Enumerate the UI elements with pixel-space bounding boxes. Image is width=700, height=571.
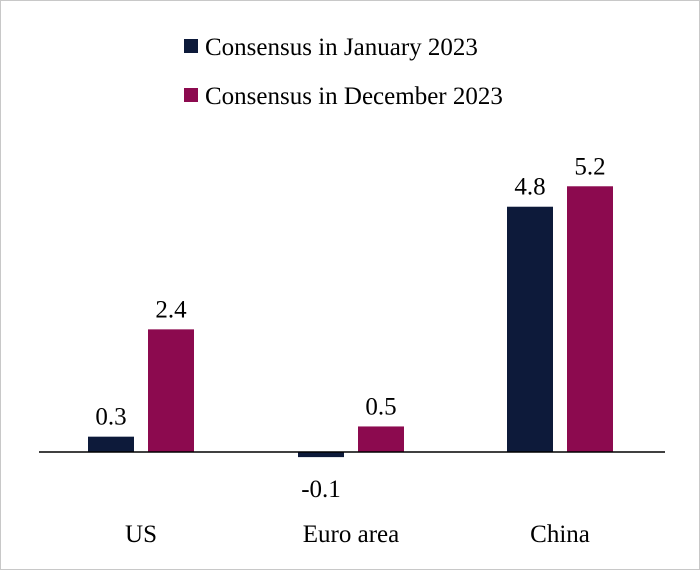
bars-group <box>88 186 613 458</box>
bar-us-series-1 <box>88 436 134 452</box>
legend-swatch-january-2023 <box>184 39 198 53</box>
bar-euro-area-series-1 <box>298 452 344 458</box>
data-labels-group: 0.3 2.4 -0.1 0.5 4.8 5.2 <box>95 153 605 503</box>
category-label-china: China <box>530 521 590 548</box>
legend-label-january-2023: Consensus in January 2023 <box>205 34 478 61</box>
data-label-china-series-2: 5.2 <box>574 153 605 180</box>
data-label-us-series-2: 2.4 <box>155 296 187 323</box>
bar-china-series-2 <box>567 186 613 452</box>
data-label-us-series-1: 0.3 <box>95 404 126 431</box>
bar-us-series-2 <box>148 329 194 452</box>
bar-china-series-1 <box>507 206 553 452</box>
legend: Consensus in January 2023 Consensus in D… <box>184 34 503 110</box>
legend-swatch-december-2023 <box>184 88 198 102</box>
category-label-us: US <box>125 521 157 548</box>
data-label-euro-area-series-1: -0.1 <box>301 476 341 503</box>
category-label-euro-area: Euro area <box>303 521 399 548</box>
data-label-china-series-1: 4.8 <box>514 174 545 201</box>
legend-label-december-2023: Consensus in December 2023 <box>205 83 503 110</box>
data-label-euro-area-series-2: 0.5 <box>365 393 396 420</box>
bar-euro-area-series-2 <box>358 426 404 452</box>
category-labels-group: US Euro area China <box>125 521 590 548</box>
